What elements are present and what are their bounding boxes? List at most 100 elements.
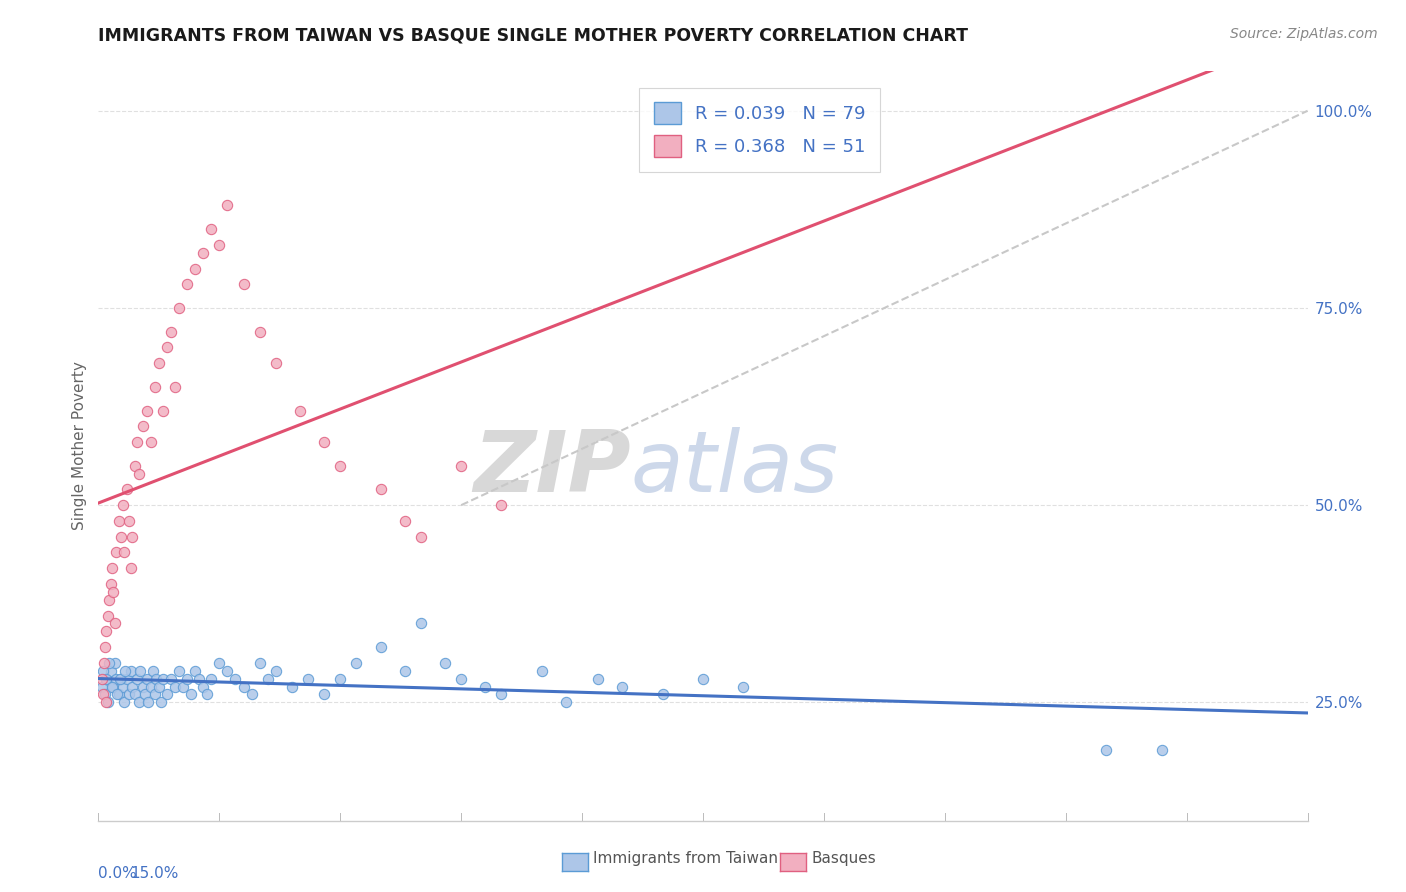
Point [555,695,578,709]
Point [143,688,166,702]
Point [138,695,160,709]
Point [256,672,278,686]
Point [450,672,472,686]
Point [120,664,142,678]
Point [172,680,194,694]
Point [188,672,211,686]
Text: Basques: Basques [811,851,876,865]
Point [314,688,336,702]
Text: ZIP: ZIP [472,427,630,510]
Point [107,514,129,528]
Point [121,530,143,544]
Point [97,656,120,670]
Point [128,467,150,481]
Point [105,545,128,559]
Text: 0.0%: 0.0% [98,865,138,880]
Point [344,656,367,670]
Point [100,664,122,678]
Point [409,616,432,631]
Text: Source: ZipAtlas.com: Source: ZipAtlas.com [1230,27,1378,41]
Point [139,680,162,694]
Point [224,672,246,686]
Point [232,680,254,694]
Point [112,695,135,709]
Point [91,688,114,702]
Point [101,680,124,694]
Point [135,403,157,417]
Point [121,680,143,694]
Point [132,419,155,434]
Point [101,585,124,599]
Point [145,672,167,686]
Point [1095,742,1118,756]
Point [148,356,170,370]
Point [195,688,218,702]
Point [135,672,157,686]
Point [160,325,183,339]
Point [97,695,120,709]
Point [651,688,673,702]
Text: Immigrants from Taiwan: Immigrants from Taiwan [593,851,779,865]
Point [612,680,634,694]
Point [733,680,755,694]
Text: IMMIGRANTS FROM TAIWAN VS BASQUE SINGLE MOTHER POVERTY CORRELATION CHART: IMMIGRANTS FROM TAIWAN VS BASQUE SINGLE … [98,27,969,45]
Point [586,672,609,686]
Point [134,688,156,702]
Point [264,664,287,678]
Point [208,656,231,670]
Point [370,640,392,654]
Point [176,672,198,686]
Point [249,656,271,670]
Point [150,695,173,709]
Point [139,435,162,450]
Point [114,664,136,678]
Point [370,483,392,497]
Point [91,664,114,678]
Legend: R = 0.039   N = 79, R = 0.368   N = 51: R = 0.039 N = 79, R = 0.368 N = 51 [640,88,880,171]
Point [491,498,513,512]
Point [118,688,141,702]
Point [127,672,149,686]
Point [193,245,215,260]
Point [297,672,319,686]
Point [450,458,472,473]
Point [167,664,190,678]
Point [288,403,311,417]
Point [160,672,183,686]
Point [180,688,202,702]
Point [176,277,198,292]
Point [127,435,149,450]
Point [474,680,496,694]
Point [103,616,125,631]
Point [208,238,231,252]
Point [97,592,120,607]
Point [148,680,170,694]
Point [108,672,131,686]
Point [1152,742,1174,756]
Point [143,380,166,394]
Point [152,403,174,417]
Point [193,680,215,694]
Point [112,545,135,559]
Point [118,514,141,528]
Point [105,688,128,702]
Point [101,561,124,575]
Point [434,656,457,670]
Point [184,664,207,678]
Point [103,656,125,670]
Point [329,672,352,686]
Point [249,325,271,339]
Point [115,672,138,686]
Point [115,483,138,497]
Point [93,656,115,670]
Point [94,672,117,686]
Point [156,340,179,354]
Point [94,640,117,654]
Point [264,356,287,370]
Point [329,458,352,473]
Point [184,261,207,276]
Point [111,680,134,694]
Point [128,695,150,709]
Point [394,514,416,528]
Point [105,672,128,686]
